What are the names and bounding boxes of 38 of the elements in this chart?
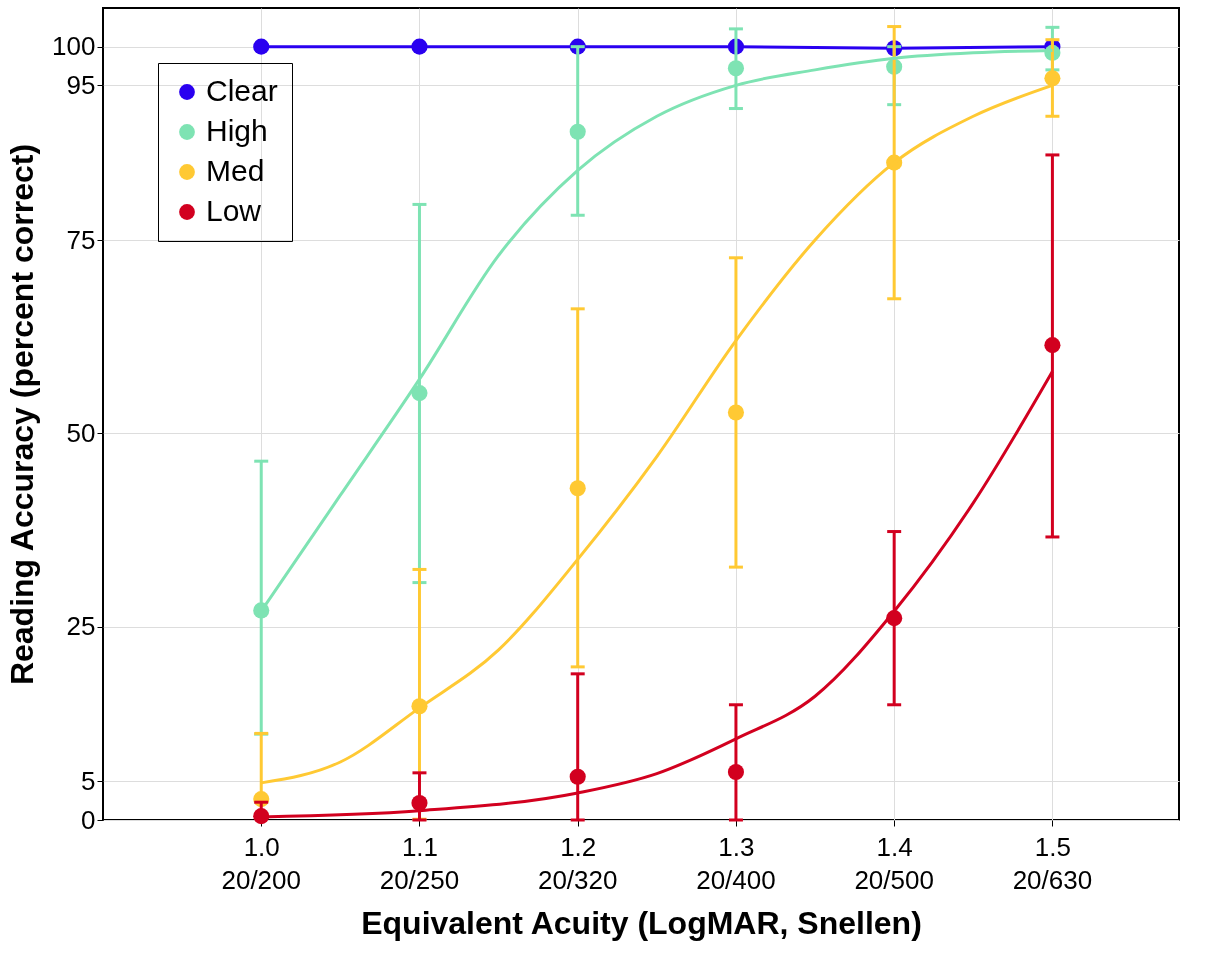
text: 20/630 <box>1012 865 1093 895</box>
legend-label: Med <box>206 154 265 187</box>
legend-label: High <box>206 114 268 147</box>
point <box>1044 70 1061 87</box>
point <box>727 404 744 421</box>
y-tick-label: 5 <box>81 765 96 796</box>
y-tick-label: 25 <box>66 611 96 642</box>
y-tick-label: 100 <box>52 31 96 62</box>
legend-label: Low <box>206 194 262 227</box>
point <box>411 38 428 55</box>
y-tick-label: 95 <box>66 69 96 100</box>
text: 20/250 <box>379 865 460 895</box>
text: 20/500 <box>854 865 934 895</box>
legend-label: Clear <box>206 74 278 107</box>
x-tick-label: 1.3 <box>718 831 755 862</box>
x-tick-label: 1.1 <box>401 831 439 862</box>
text: 20/320 <box>537 865 618 895</box>
point <box>411 794 428 812</box>
y-tick-label: 50 <box>66 417 96 448</box>
point <box>1044 337 1061 354</box>
y-tick-label: 0 <box>81 804 96 835</box>
point <box>253 808 270 825</box>
text: 20/400 <box>696 865 776 895</box>
point <box>569 123 586 140</box>
x-axis-title: Equivalent Acuity (LogMAR, Snellen) <box>361 904 922 941</box>
point <box>253 38 270 55</box>
point <box>727 764 744 781</box>
x-tick-label: 1.2 <box>560 831 597 862</box>
x-tick-label: 1.0 <box>243 831 280 862</box>
y-tick-label: 75 <box>66 224 96 255</box>
point <box>411 385 428 402</box>
point <box>569 768 586 785</box>
y-axis-title: Reading Accuracy (percent correct) <box>4 143 41 686</box>
point <box>569 480 586 497</box>
point <box>727 60 744 77</box>
text: 20/200 <box>221 865 301 895</box>
x-tick-label: 1.5 <box>1034 831 1071 862</box>
x-tick-label: 1.4 <box>876 831 913 862</box>
